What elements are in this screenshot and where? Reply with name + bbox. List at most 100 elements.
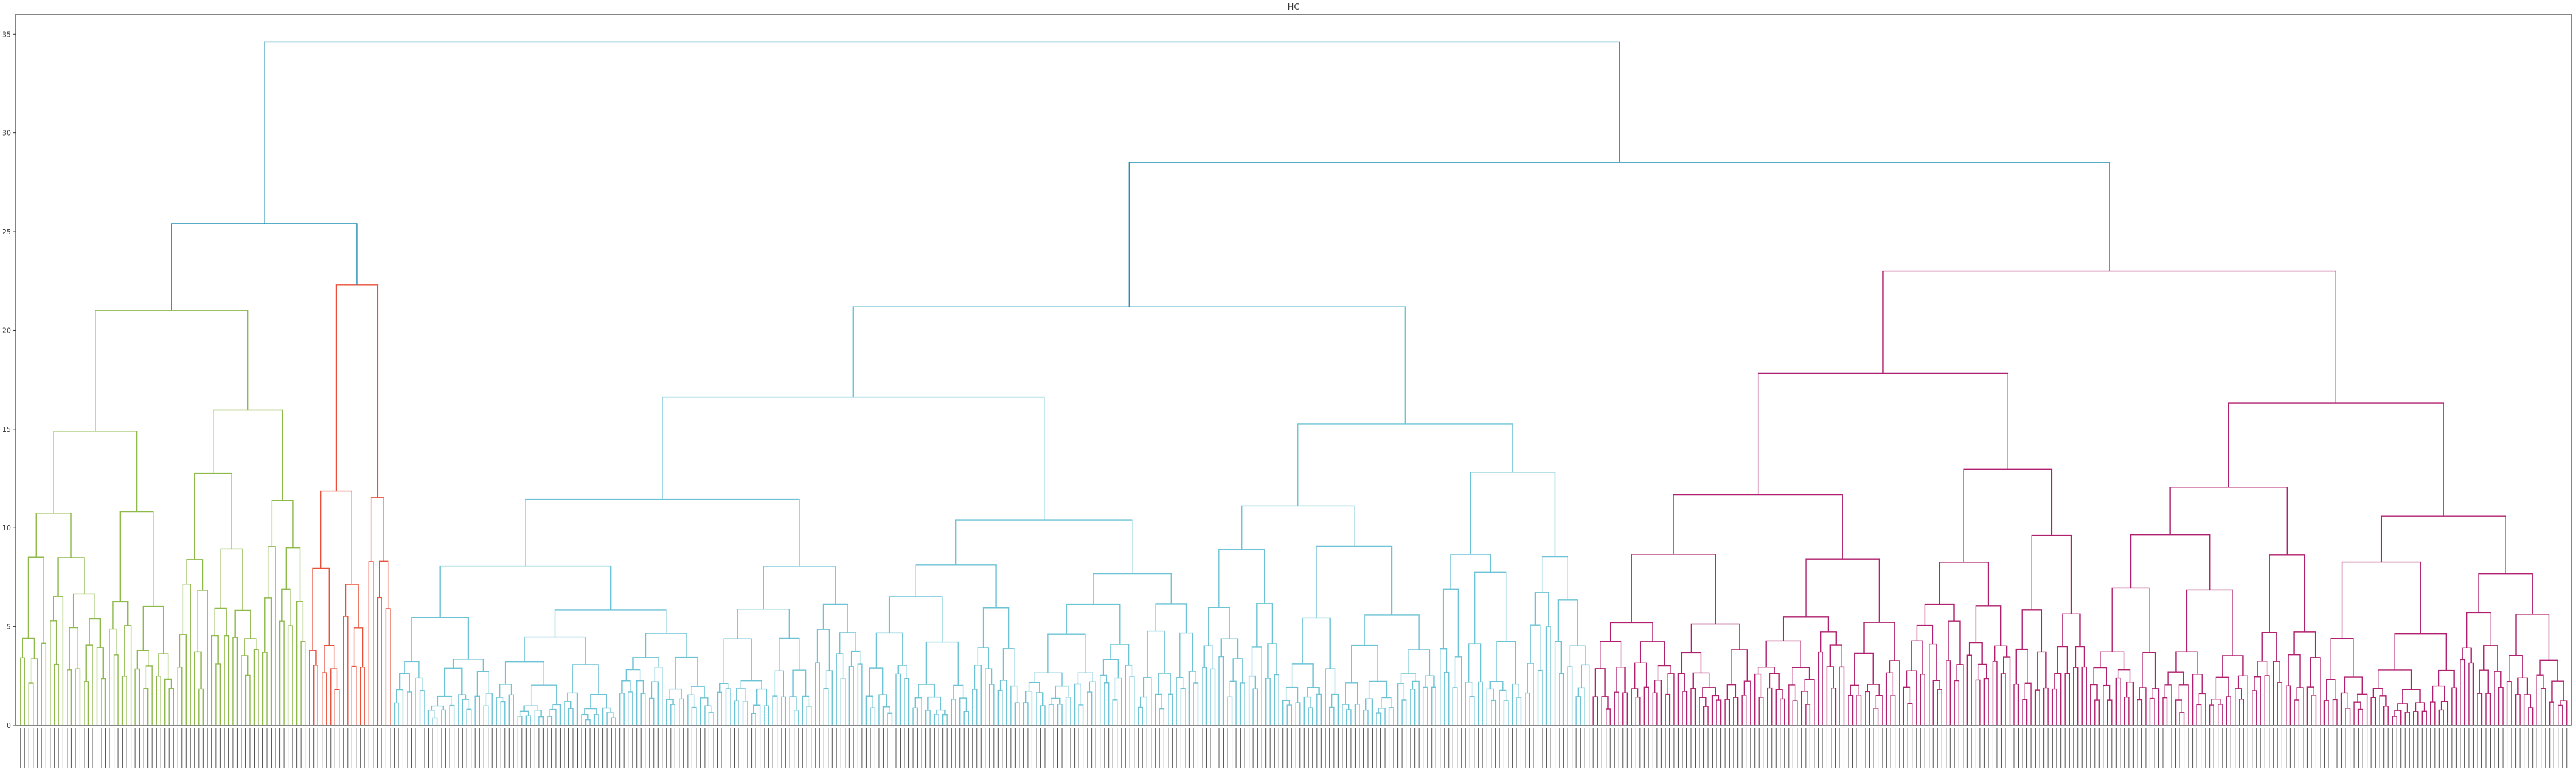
dendrogram-link (1652, 692, 1658, 725)
dendrogram-link (2517, 677, 2528, 695)
dendrogram-link (35, 513, 72, 558)
dendrogram-link (264, 41, 1620, 224)
dendrogram-link (793, 709, 799, 725)
dendrogram-link (1248, 675, 1256, 725)
dendrogram-link (1743, 680, 1751, 725)
dendrogram-link (1229, 680, 1237, 725)
dendrogram-link (262, 652, 268, 725)
dendrogram-link (2468, 662, 2474, 725)
dendrogram-link (802, 695, 810, 725)
dendrogram-link (806, 706, 812, 725)
dendrogram-link (1937, 689, 1942, 725)
dendrogram-link (1682, 691, 1688, 725)
dendrogram-link (353, 627, 364, 667)
dendrogram-link (2479, 669, 2489, 694)
dendrogram-link (1791, 667, 1810, 685)
dendrogram-link (1609, 622, 1653, 642)
dendrogram-link (1401, 699, 1407, 725)
dendrogram-link (933, 714, 939, 725)
dendrogram-link (1673, 494, 1843, 560)
dendrogram-link (593, 714, 599, 725)
dendrogram-link (1376, 712, 1382, 725)
dendrogram-link (177, 667, 183, 725)
dendrogram-link (194, 472, 232, 560)
dendrogram-link (756, 688, 768, 706)
dendrogram-link (2130, 534, 2211, 590)
dendrogram-link (1826, 666, 1834, 725)
dendrogram-link (1140, 696, 1147, 725)
dendrogram-link (1966, 654, 1972, 725)
dendrogram-link (1916, 624, 1934, 644)
dendrogram-link (585, 719, 591, 725)
dendrogram-link (194, 651, 202, 725)
dendrogram-link (212, 409, 283, 501)
dendrogram-link (2370, 697, 2376, 725)
dendrogram-link (1667, 673, 1675, 725)
dendrogram-link (1400, 673, 1416, 684)
dendrogram-link (452, 659, 484, 672)
dendrogram-link (379, 560, 389, 609)
dendrogram-link (915, 564, 997, 608)
dendrogram-link (2506, 680, 2512, 725)
dendrogram-link (1920, 674, 1925, 725)
dendrogram-link (2137, 699, 2143, 725)
dendrogram-link (2277, 682, 2283, 725)
dendrogram-link (2081, 666, 2087, 725)
dendrogram-link (2000, 673, 2006, 725)
dendrogram-link (1155, 693, 1162, 725)
dendrogram-link (925, 641, 959, 686)
dendrogram-link (343, 616, 349, 725)
dendrogram-link (1724, 699, 1730, 725)
dendrogram-link (1363, 709, 1369, 725)
dendrogram-link (524, 636, 586, 665)
dendrogram-link (645, 633, 687, 658)
dendrogram-link (1545, 626, 1551, 725)
dendrogram-link (1992, 661, 1998, 725)
dendrogram-link (723, 638, 752, 684)
dendrogram-link (1055, 685, 1069, 699)
dendrogram-link (394, 702, 399, 725)
dendrogram-link (2090, 684, 2098, 725)
dendrogram-link (1491, 699, 1497, 725)
dendrogram-link (1454, 656, 1462, 725)
dendrogram-link (870, 707, 876, 725)
dendrogram-link (2288, 654, 2301, 688)
dendrogram-link (1600, 641, 1622, 669)
dendrogram-link (1368, 680, 1388, 699)
dendrogram-link (572, 664, 599, 695)
dendrogram-link (584, 708, 597, 715)
dendrogram-link (691, 706, 697, 725)
dendrogram-link (309, 650, 317, 725)
dendrogram-link (1911, 640, 1923, 674)
dendrogram-link (2332, 699, 2338, 725)
dendrogram-link (888, 596, 943, 642)
dendrogram-link (483, 705, 489, 725)
dendrogram-link (2252, 690, 2257, 725)
dendrogram-link (953, 684, 964, 699)
dendrogram-link (774, 670, 784, 697)
dendrogram-link (2440, 701, 2449, 725)
dendrogram-link (2111, 587, 2150, 653)
dendrogram-link (211, 635, 219, 725)
dendrogram-link (415, 677, 423, 725)
dendrogram-link (253, 648, 259, 725)
dendrogram-link (20, 657, 25, 725)
dendrogram-link (2345, 708, 2351, 725)
dendrogram-link (1014, 702, 1020, 725)
y-tick-label: 5 (7, 623, 11, 631)
dendrogram-link (1907, 703, 1913, 725)
dendrogram-link (1129, 676, 1135, 725)
dendrogram-link (1975, 605, 2002, 646)
dendrogram-link (335, 284, 379, 498)
dendrogram-link (30, 658, 39, 725)
dendrogram-link (927, 696, 942, 710)
dendrogram-link (2013, 684, 2019, 725)
dendrogram-link (2392, 716, 2397, 725)
dendrogram-link (1716, 699, 1722, 725)
dendrogram-link (396, 689, 404, 725)
dendrogram-link (461, 699, 470, 725)
dendrogram-link (1559, 673, 1564, 725)
dendrogram-link (1125, 665, 1133, 725)
dendrogram-link (1444, 671, 1450, 725)
dendrogram-link (2254, 676, 2261, 725)
